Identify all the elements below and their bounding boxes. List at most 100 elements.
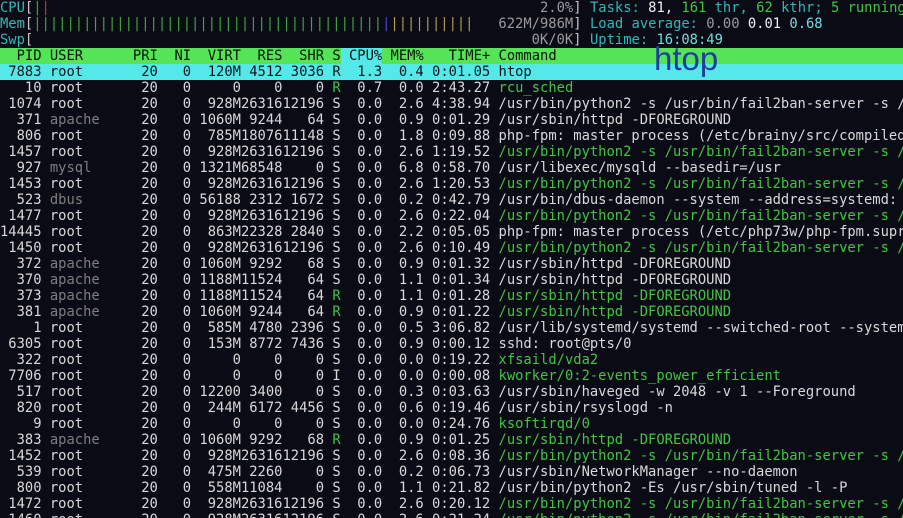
tasks-summary-part: 161 [681,0,715,16]
process-row[interactable]: 1477 root 20 0 928M2631612196 S 0.0 2.6 … [0,208,903,224]
column-header-res[interactable]: RES [240,48,283,64]
cell-time: 0:01.22 [423,304,491,320]
process-row[interactable]: 10 root 20 0 0 0 0 R 0.7 0.0 2:43.27 rcu… [0,80,903,96]
cell-time: 0:24.76 [423,416,491,432]
cell-virt: 1060M [191,112,241,128]
process-row[interactable]: 806 root 20 0 785M1807611148 S 0.0 1.8 0… [0,128,903,144]
cell-ni: 0 [157,320,192,336]
process-row[interactable]: 9 root 20 0 0 0 0 S 0.0 0.0 0:24.76 ksof… [0,416,903,432]
process-row[interactable]: 6305 root 20 0 153M 8772 7436 S 0.0 0.9 … [0,336,903,352]
process-row[interactable]: 322 root 20 0 0 0 0 S 0.0 0.0 0:19.22 xf… [0,352,903,368]
cell-ni: 0 [157,192,192,208]
cpu-meter-bar: | [41,0,50,16]
cell-ni: 0 [157,448,192,464]
process-row[interactable]: 1460 root 20 0 928M2631612196 S 0.0 2.6 … [0,512,903,518]
cell-ni: 0 [157,416,192,432]
column-header-ni[interactable]: NI [157,48,192,64]
cell-virt: 928M [191,512,241,518]
cell-pri: 20 [125,512,158,518]
cell-cpu: 0.0 [340,160,383,176]
process-row[interactable]: 1472 root 20 0 928M2631612196 S 0.0 2.6 … [0,496,903,512]
cell-state: S [324,192,341,208]
process-row[interactable]: 1457 root 20 0 928M2631612196 S 0.0 2.6 … [0,144,903,160]
cell-user: root [41,464,125,480]
process-row[interactable]: 517 root 20 0 12200 3400 0 S 0.0 0.3 0:0… [0,384,903,400]
tasks-summary-part: 81, [648,0,682,16]
cell-virt: 928M [191,496,241,512]
cell-pid: 1074 [0,96,42,112]
cell-res: 22328 [240,224,283,240]
cell-ni: 0 [157,80,192,96]
process-row[interactable]: 539 root 20 0 475M 2260 0 S 0.0 0.2 0:06… [0,464,903,480]
process-row[interactable]: 800 root 20 0 558M11084 0 S 0.0 1.1 0:21… [0,480,903,496]
cell-user: root [42,512,125,518]
process-row[interactable]: 1453 root 20 0 928M2631612196 S 0.0 2.6 … [0,176,903,192]
process-row[interactable]: 1074 root 20 0 928M2631612196 S 0.0 2.6 … [0,96,903,112]
cell-ni: 0 [157,144,192,160]
column-header-virt[interactable]: VIRT [191,48,241,64]
process-row[interactable]: 523 dbus 20 0 56188 2312 1672 S 0.0 0.2 … [0,192,903,208]
cell-pid: 371 [0,112,42,128]
cell-shr: 64 [282,288,325,304]
cell-pri: 20 [124,304,158,320]
cell-user: root [41,240,125,256]
process-row[interactable]: 7706 root 20 0 0 0 0 I 0.0 0.0 0:00.08 k… [0,368,903,384]
process-row[interactable]: 927 mysql 20 0 1321M68548 0 S 0.0 6.8 0:… [0,160,903,176]
column-header-pri[interactable]: PRI [124,48,158,64]
cell-state: S [324,336,341,352]
column-header-pid[interactable]: PID [0,48,42,64]
cell-mem: 0.9 [382,112,424,128]
cell-command: /usr/bin/python2 -s /usr/bin/fail2ban-se… [490,512,903,518]
cell-pid: 1450 [0,240,42,256]
tasks-summary-part: kthr; [781,0,831,16]
column-header-time[interactable]: TIME+ [423,48,491,64]
cell-command: /usr/sbin/httpd -DFOREGROUND [490,288,732,304]
cell-shr: 68 [282,432,325,448]
cell-mem: 0.0 [382,368,424,384]
column-header-shr[interactable]: SHR [282,48,325,64]
process-table-header: PID USER PRI NI VIRT RES SHR S CPU% MEM%… [0,48,903,64]
column-header-command[interactable]: Command [490,48,557,64]
column-header-mem[interactable]: MEM% [382,48,424,64]
cell-user: apache [41,288,125,304]
column-header-state[interactable]: S [324,48,341,64]
cell-mem: 0.2 [382,192,424,208]
cell-cpu: 0.0 [340,96,383,112]
cell-res: 26316 [240,496,283,512]
column-header-cpu[interactable]: CPU% [340,48,383,64]
process-row[interactable]: 1450 root 20 0 928M2631612196 S 0.0 2.6 … [0,240,903,256]
cell-time: 3:06.82 [423,320,491,336]
cell-pid: 539 [0,464,42,480]
cell-state: S [324,128,341,144]
process-row[interactable]: 372 apache 20 0 1060M 9292 68 S 0.0 0.9 … [0,256,903,272]
process-row[interactable]: 14445 root 20 0 863M22328 2840 S 0.0 2.2… [0,224,903,240]
cell-state: S [324,320,341,336]
cell-mem: 0.0 [382,416,424,432]
cell-pid: 381 [0,304,42,320]
cell-user: apache [41,304,125,320]
cell-shr: 3036 [282,64,325,80]
column-header-user[interactable]: USER [41,48,125,64]
process-row[interactable]: 370 apache 20 0 1188M11524 64 S 0.0 1.1 … [0,272,903,288]
process-row[interactable]: 383 apache 20 0 1060M 9292 68 R 0.0 0.9 … [0,432,903,448]
cell-cpu: 0.0 [340,464,383,480]
process-row[interactable]: 1 root 20 0 585M 4780 2396 S 0.0 0.5 3:0… [0,320,903,336]
process-row[interactable]: 373 apache 20 0 1188M11524 64 R 0.0 1.1 … [0,288,903,304]
cell-cpu: 0.0 [340,224,383,240]
cell-shr: 4456 [282,400,325,416]
process-row[interactable]: 7883 root 20 0 120M 4512 3036 R 1.3 0.4 … [0,64,903,80]
cell-user: root [41,416,125,432]
cell-res: 6172 [240,400,283,416]
cell-cpu: 0.0 [340,128,383,144]
cell-pid: 9 [0,416,42,432]
process-row[interactable]: 381 apache 20 0 1060M 9244 64 R 0.0 0.9 … [0,304,903,320]
cell-mem: 2.2 [382,224,424,240]
process-row[interactable]: 1452 root 20 0 928M2631612196 S 0.0 2.6 … [0,448,903,464]
cell-state: S [324,480,341,496]
cell-time: 0:19.22 [423,352,491,368]
process-row[interactable]: 820 root 20 0 244M 6172 4456 S 0.0 0.6 0… [0,400,903,416]
process-row[interactable]: 371 apache 20 0 1060M 9244 64 S 0.0 0.9 … [0,112,903,128]
cell-cpu: 0.0 [340,416,383,432]
cell-user: root [41,368,125,384]
cell-cpu: 0.0 [340,400,383,416]
